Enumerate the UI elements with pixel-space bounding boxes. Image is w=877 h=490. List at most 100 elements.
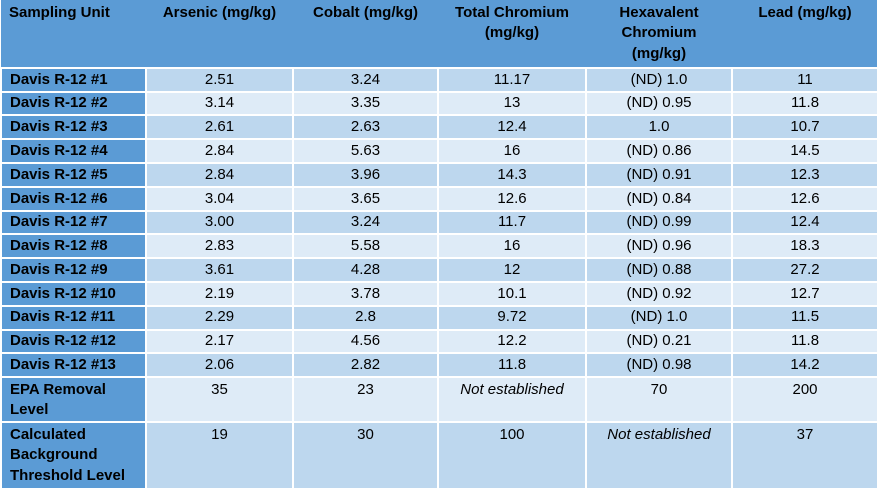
cell-arsenic: 2.83 bbox=[145, 233, 294, 260]
cell-lead: 11.5 bbox=[731, 304, 877, 331]
col-header-total-chromium: Total Chromium (mg/kg) bbox=[438, 0, 586, 69]
cell-hexavalent-chromium: (ND) 1.0 bbox=[585, 66, 733, 93]
cell-lead: 11.8 bbox=[731, 328, 877, 355]
cell-total-chromium: 11.7 bbox=[437, 209, 587, 236]
row-label: Davis R-12 #13 bbox=[0, 352, 147, 379]
cell-lead: 11 bbox=[731, 66, 877, 93]
cell-cobalt: 4.28 bbox=[292, 257, 439, 283]
row-label: Davis R-12 #10 bbox=[0, 280, 147, 307]
cell-arsenic: 2.61 bbox=[145, 114, 294, 141]
cell-lead: 14.5 bbox=[731, 138, 877, 164]
cell-arsenic: 35 bbox=[145, 376, 294, 424]
row-label: Davis R-12 #7 bbox=[0, 209, 147, 236]
cell-total-chromium: 16 bbox=[437, 138, 587, 164]
cell-arsenic: 3.61 bbox=[145, 257, 294, 283]
cell-total-chromium: 12.2 bbox=[437, 328, 587, 355]
cell-cobalt: 3.65 bbox=[292, 185, 439, 212]
table-row: Davis R-12 #12 2.17 4.56 12.2 (ND) 0.21 … bbox=[0, 328, 877, 355]
cell-lead: 37 bbox=[731, 421, 877, 490]
cell-arsenic: 2.17 bbox=[145, 328, 294, 355]
table-row: Davis R-12 #9 3.61 4.28 12 (ND) 0.88 27.… bbox=[0, 257, 877, 283]
col-header-lead: Lead (mg/kg) bbox=[732, 0, 877, 69]
row-label: Davis R-12 #5 bbox=[0, 161, 147, 188]
cell-total-chromium: 14.3 bbox=[437, 161, 587, 188]
cell-hexavalent-chromium: (ND) 0.98 bbox=[585, 352, 733, 379]
cell-arsenic: 2.06 bbox=[145, 352, 294, 379]
cell-cobalt: 3.24 bbox=[292, 209, 439, 236]
cell-total-chromium: 9.72 bbox=[437, 304, 587, 331]
table-row: Davis R-12 #10 2.19 3.78 10.1 (ND) 0.92 … bbox=[0, 280, 877, 307]
cell-hexavalent-chromium: (ND) 0.92 bbox=[585, 280, 733, 307]
table-row: Davis R-12 #11 2.29 2.8 9.72 (ND) 1.0 11… bbox=[0, 304, 877, 331]
cell-cobalt: 5.63 bbox=[292, 138, 439, 164]
row-label: Davis R-12 #4 bbox=[0, 138, 147, 164]
header-row: Sampling Unit Arsenic (mg/kg) Cobalt (mg… bbox=[1, 0, 877, 69]
cell-cobalt: 4.56 bbox=[292, 328, 439, 355]
cell-lead: 14.2 bbox=[731, 352, 877, 379]
row-label: Davis R-12 #9 bbox=[0, 257, 147, 283]
cell-arsenic: 2.84 bbox=[145, 161, 294, 188]
col-header-arsenic: Arsenic (mg/kg) bbox=[146, 0, 293, 69]
cell-arsenic: 19 bbox=[145, 421, 294, 490]
cell-arsenic: 3.14 bbox=[145, 90, 294, 117]
cell-hexavalent-chromium: (ND) 0.95 bbox=[585, 90, 733, 117]
table-row: Davis R-12 #4 2.84 5.63 16 (ND) 0.86 14.… bbox=[0, 138, 877, 164]
cell-total-chromium: 100 bbox=[437, 421, 587, 490]
cell-arsenic: 3.00 bbox=[145, 209, 294, 236]
cell-hexavalent-chromium: (ND) 0.96 bbox=[585, 233, 733, 260]
cell-cobalt: 30 bbox=[292, 421, 439, 490]
cell-total-chromium: 11.8 bbox=[437, 352, 587, 379]
cell-cobalt: 2.8 bbox=[292, 304, 439, 331]
cell-lead: 12.4 bbox=[731, 209, 877, 236]
cell-total-chromium: 16 bbox=[437, 233, 587, 260]
row-label: Calculated Background Threshold Level bbox=[0, 421, 147, 490]
cell-hexavalent-chromium: (ND) 0.21 bbox=[585, 328, 733, 355]
cell-total-chromium: 12 bbox=[437, 257, 587, 283]
cell-hexavalent-chromium: Not established bbox=[585, 421, 733, 490]
col-header-hexavalent-chromium: Hexavalent Chromium (mg/kg) bbox=[586, 0, 732, 69]
row-label: Davis R-12 #3 bbox=[0, 114, 147, 141]
cell-arsenic: 3.04 bbox=[145, 185, 294, 212]
row-label: Davis R-12 #12 bbox=[0, 328, 147, 355]
cell-hexavalent-chromium: 1.0 bbox=[585, 114, 733, 141]
cell-cobalt: 23 bbox=[292, 376, 439, 424]
cell-hexavalent-chromium: (ND) 1.0 bbox=[585, 304, 733, 331]
cell-arsenic: 2.29 bbox=[145, 304, 294, 331]
table-row: Davis R-12 #13 2.06 2.82 11.8 (ND) 0.98 … bbox=[0, 352, 877, 379]
cell-total-chromium: 12.6 bbox=[437, 185, 587, 212]
cell-cobalt: 5.58 bbox=[292, 233, 439, 260]
cell-arsenic: 2.19 bbox=[145, 280, 294, 307]
cell-cobalt: 3.35 bbox=[292, 90, 439, 117]
cell-lead: 12.7 bbox=[731, 280, 877, 307]
cell-lead: 11.8 bbox=[731, 90, 877, 117]
col-header-cobalt: Cobalt (mg/kg) bbox=[293, 0, 438, 69]
cell-arsenic: 2.84 bbox=[145, 138, 294, 164]
cell-cobalt: 2.82 bbox=[292, 352, 439, 379]
table-row: Davis R-12 #8 2.83 5.58 16 (ND) 0.96 18.… bbox=[0, 233, 877, 260]
cell-total-chromium: 13 bbox=[437, 90, 587, 117]
col-header-sampling-unit: Sampling Unit bbox=[1, 0, 146, 69]
cell-hexavalent-chromium: (ND) 0.84 bbox=[585, 185, 733, 212]
table-row: Davis R-12 #1 2.51 3.24 11.17 (ND) 1.0 1… bbox=[0, 66, 877, 93]
row-label: Davis R-12 #6 bbox=[0, 185, 147, 212]
cell-total-chromium: 10.1 bbox=[437, 280, 587, 307]
table-row: Davis R-12 #7 3.00 3.24 11.7 (ND) 0.99 1… bbox=[0, 209, 877, 236]
cell-total-chromium: Not established bbox=[437, 376, 587, 424]
background-threshold-row: Calculated Background Threshold Level 19… bbox=[0, 421, 877, 490]
row-label: Davis R-12 #2 bbox=[0, 90, 147, 117]
row-label: EPA Removal Level bbox=[0, 376, 147, 424]
table-row: Davis R-12 #3 2.61 2.63 12.4 1.0 10.7 bbox=[0, 114, 877, 141]
cell-lead: 10.7 bbox=[731, 114, 877, 141]
row-label: Davis R-12 #8 bbox=[0, 233, 147, 260]
cell-lead: 18.3 bbox=[731, 233, 877, 260]
row-label: Davis R-12 #11 bbox=[0, 304, 147, 331]
table-row: Davis R-12 #6 3.04 3.65 12.6 (ND) 0.84 1… bbox=[0, 185, 877, 212]
cell-lead: 12.6 bbox=[731, 185, 877, 212]
cell-lead: 200 bbox=[731, 376, 877, 424]
row-label: Davis R-12 #1 bbox=[0, 66, 147, 93]
cell-arsenic: 2.51 bbox=[145, 66, 294, 93]
cell-cobalt: 3.78 bbox=[292, 280, 439, 307]
cell-hexavalent-chromium: (ND) 0.99 bbox=[585, 209, 733, 236]
cell-lead: 12.3 bbox=[731, 161, 877, 188]
cell-lead: 27.2 bbox=[731, 257, 877, 283]
